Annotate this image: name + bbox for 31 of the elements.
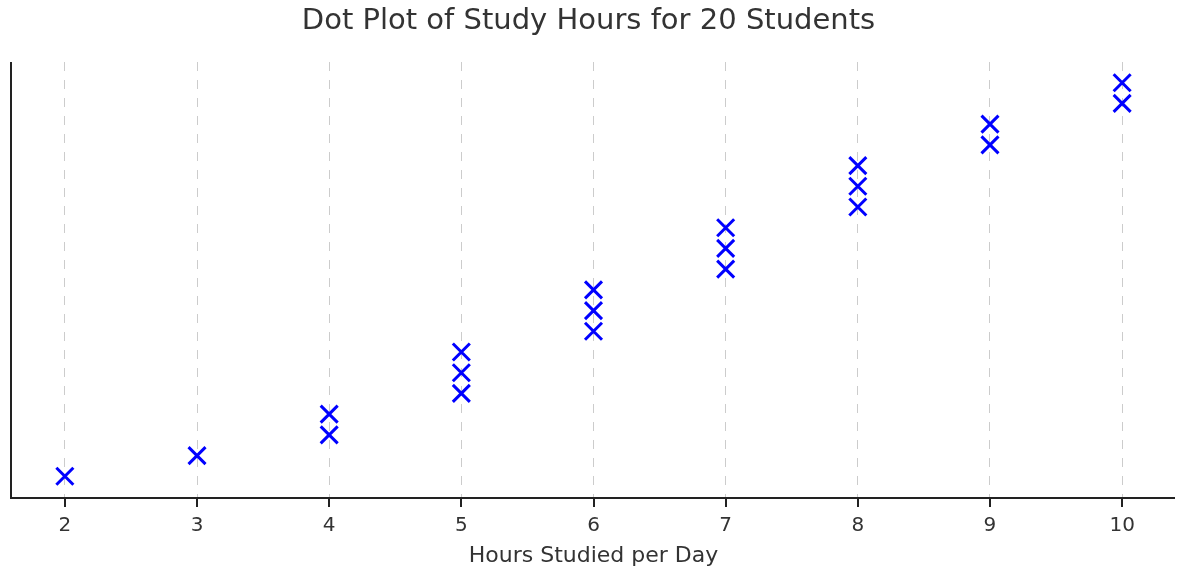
point <box>847 176 868 197</box>
point <box>54 466 75 487</box>
point <box>319 404 340 425</box>
point <box>451 383 472 404</box>
x-tick-label: 10 <box>1109 512 1135 536</box>
chart-title: Dot Plot of Study Hours for 20 Students <box>301 1 876 36</box>
point <box>715 238 736 259</box>
point <box>979 114 1000 135</box>
point <box>715 217 736 238</box>
point <box>979 134 1000 155</box>
point <box>187 445 208 466</box>
x-axis-title: Hours Studied per Day <box>468 542 719 568</box>
point <box>1112 72 1133 93</box>
point <box>1112 93 1133 114</box>
x-tick-label: 2 <box>58 512 72 536</box>
point <box>847 155 868 176</box>
point <box>715 259 736 280</box>
x-tick-label: 4 <box>322 512 336 536</box>
x-tick-label: 8 <box>851 512 865 536</box>
point <box>319 424 340 445</box>
point <box>583 321 604 342</box>
point <box>451 362 472 383</box>
point <box>583 300 604 321</box>
point <box>583 279 604 300</box>
x-tick-label: 3 <box>190 512 204 536</box>
x-tick-label: 9 <box>983 512 997 536</box>
point <box>847 197 868 217</box>
point <box>451 342 472 362</box>
x-tick-label: 7 <box>719 512 733 536</box>
x-tick-label: 6 <box>587 512 600 536</box>
x-tick-label: 5 <box>454 512 468 536</box>
